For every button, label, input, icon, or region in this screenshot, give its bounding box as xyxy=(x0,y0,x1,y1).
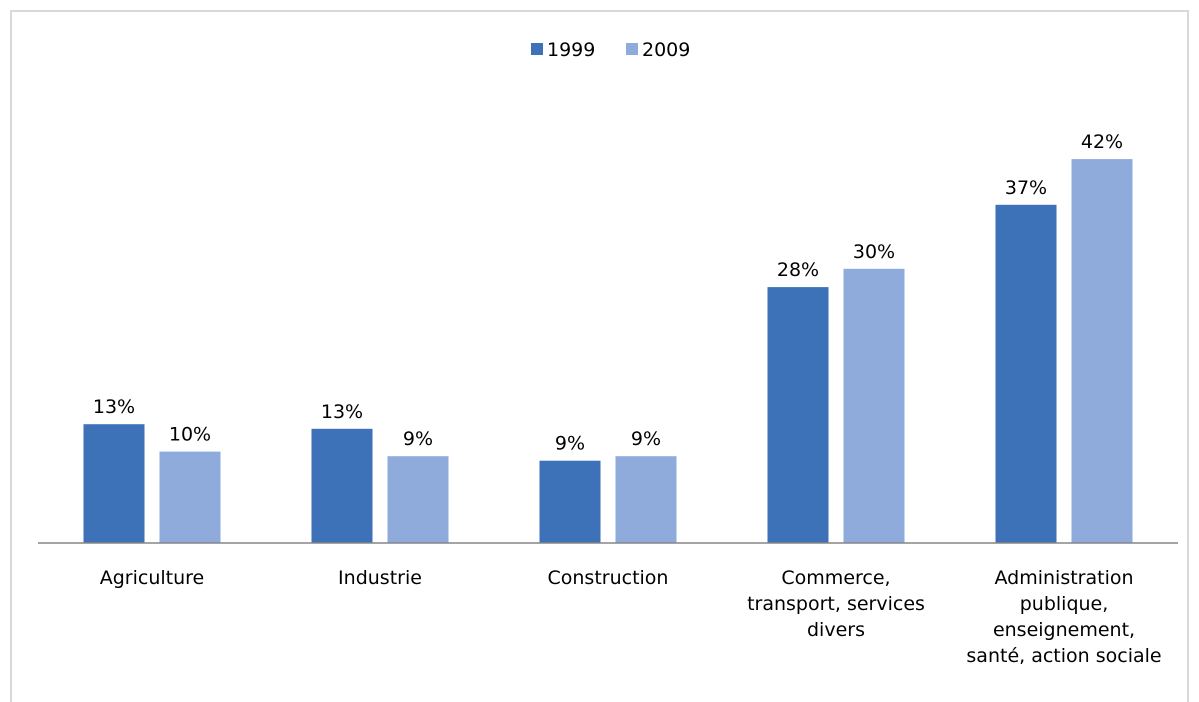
legend-label-1999: 1999 xyxy=(547,39,595,61)
bar-1999-3 xyxy=(767,287,829,543)
bar-2009-3 xyxy=(843,268,905,543)
bar-1999-1 xyxy=(311,428,373,544)
bar-2009-4 xyxy=(1071,159,1133,543)
category-label-2-line-0: Construction xyxy=(548,567,669,589)
bars xyxy=(83,159,1133,544)
category-label-0-line-0: Agriculture xyxy=(100,567,205,589)
legend-swatch-2009 xyxy=(626,43,638,55)
bar-2009-2 xyxy=(615,456,677,543)
category-label-3-line-1: transport, services xyxy=(747,593,925,615)
category-label-3-line-2: divers xyxy=(807,619,865,641)
legend: 1999 2009 xyxy=(531,39,690,61)
data-label-2009-0: 10% xyxy=(169,424,211,446)
data-label-1999-3: 28% xyxy=(777,259,819,281)
legend-label-2009: 2009 xyxy=(642,39,690,61)
category-label-4-line-2: enseignement, xyxy=(993,619,1135,641)
data-label-2009-4: 42% xyxy=(1081,131,1123,153)
data-label-1999-0: 13% xyxy=(93,396,135,418)
bar-1999-4 xyxy=(995,204,1057,544)
bar-1999-2 xyxy=(539,460,601,543)
chart-frame xyxy=(10,10,1189,702)
data-label-2009-2: 9% xyxy=(631,428,661,450)
category-label-4-line-0: Administration xyxy=(994,567,1133,589)
bar-1999-0 xyxy=(83,424,145,543)
data-label-1999-1: 13% xyxy=(321,401,363,423)
data-label-1999-4: 37% xyxy=(1005,177,1047,199)
category-label-1-line-0: Industrie xyxy=(338,567,422,589)
data-label-2009-3: 30% xyxy=(853,241,895,263)
category-labels: Agriculture Industrie Construction Commerce… xyxy=(100,567,1162,667)
category-label-3-line-0: Commerce, xyxy=(781,567,890,589)
data-label-2009-1: 9% xyxy=(403,428,433,450)
bar-2009-1 xyxy=(387,456,449,543)
data-labels: 13% 10% 13% 9% 9% 9% 28% 30% 37% 42% xyxy=(93,131,1123,455)
category-label-4-line-1: publique, xyxy=(1020,593,1109,615)
bar-2009-0 xyxy=(159,451,221,543)
data-label-1999-2: 9% xyxy=(555,433,585,455)
legend-swatch-1999 xyxy=(531,43,543,55)
category-label-4-line-3: santé, action sociale xyxy=(966,645,1161,667)
